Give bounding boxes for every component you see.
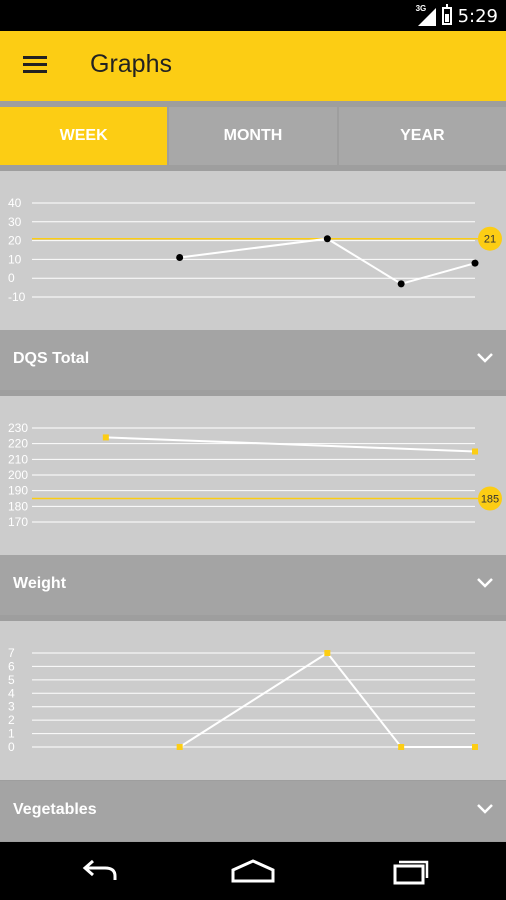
clock: 5:29 [457, 5, 498, 27]
y-tick-label: 6 [8, 659, 15, 673]
y-tick-label: 20 [8, 234, 22, 248]
y-tick-label: 2 [8, 713, 15, 727]
data-point[interactable] [176, 744, 183, 750]
data-point[interactable] [176, 254, 184, 262]
y-tick-label: -10 [8, 290, 26, 304]
data-point[interactable] [471, 259, 479, 267]
y-tick-label: 220 [8, 437, 28, 451]
weight-label: Weight [13, 575, 67, 592]
tab-year[interactable]: YEAR [338, 107, 506, 165]
target-badge [478, 486, 502, 511]
app-bar: Graphs [0, 31, 506, 101]
data-point[interactable] [323, 235, 331, 243]
y-tick-label: 170 [8, 515, 28, 529]
y-tick-label: 10 [8, 252, 22, 266]
series-line [179, 237, 476, 285]
data-point[interactable] [472, 448, 478, 455]
period-tabs: WEEK MONTH YEAR [0, 107, 506, 165]
tab-week[interactable]: WEEK [0, 107, 168, 165]
target-value: 185 [481, 494, 499, 506]
network-type: 3G [415, 4, 427, 13]
y-tick-label: 180 [8, 499, 28, 513]
navigation-bar [0, 842, 506, 900]
target-badge [478, 226, 502, 251]
menu-icon[interactable] [23, 55, 47, 75]
home-icon[interactable] [228, 854, 278, 888]
data-point[interactable] [397, 280, 405, 288]
y-tick-label: 0 [8, 740, 15, 754]
target-value: 21 [484, 234, 496, 246]
y-tick-label: 230 [8, 421, 28, 435]
y-tick-label: 0 [8, 271, 15, 285]
signal-icon: 3G [415, 4, 436, 26]
series-line [179, 651, 475, 748]
page-title: Graphs [90, 50, 172, 78]
data-point[interactable] [398, 744, 405, 750]
data-point[interactable] [472, 744, 478, 750]
weight-chart: 230 220 210 200 190 180 170 185 [0, 396, 506, 555]
dqs-total-chart-svg: 40 30 20 10 0 -10 21 [8, 196, 502, 304]
chevron-down-icon[interactable] [476, 352, 494, 364]
data-point[interactable] [102, 434, 109, 441]
back-icon[interactable] [75, 854, 125, 888]
dqs-total-bar[interactable]: DQS Total [0, 330, 506, 390]
y-tick-label: 40 [8, 196, 22, 210]
y-tick-label: 190 [8, 484, 28, 498]
y-tick-label: 210 [8, 452, 28, 466]
series-line [105, 436, 476, 453]
recents-icon[interactable] [385, 854, 435, 888]
y-tick-label: 200 [8, 468, 28, 482]
vegetables-label: Vegetables [13, 801, 97, 818]
dqs-total-chart: 40 30 20 10 0 -10 21 [0, 171, 506, 330]
dqs-total-label: DQS Total [13, 350, 90, 367]
weight-bar[interactable]: Weight [0, 555, 506, 615]
y-tick-label: 5 [8, 673, 15, 687]
y-tick-label: 3 [8, 700, 15, 714]
y-tick-label: 1 [8, 727, 15, 741]
status-bar: 3G 5:29 [0, 0, 506, 31]
tab-month[interactable]: MONTH [169, 107, 337, 165]
data-point[interactable] [324, 650, 331, 656]
vegetables-bar[interactable]: Vegetables [0, 781, 506, 841]
y-tick-label: 4 [8, 686, 15, 700]
y-tick-label: 30 [8, 215, 22, 229]
y-tick-label: 7 [8, 646, 15, 660]
chevron-down-icon[interactable] [476, 803, 494, 815]
chevron-down-icon[interactable] [476, 577, 494, 589]
battery-icon [441, 4, 452, 25]
